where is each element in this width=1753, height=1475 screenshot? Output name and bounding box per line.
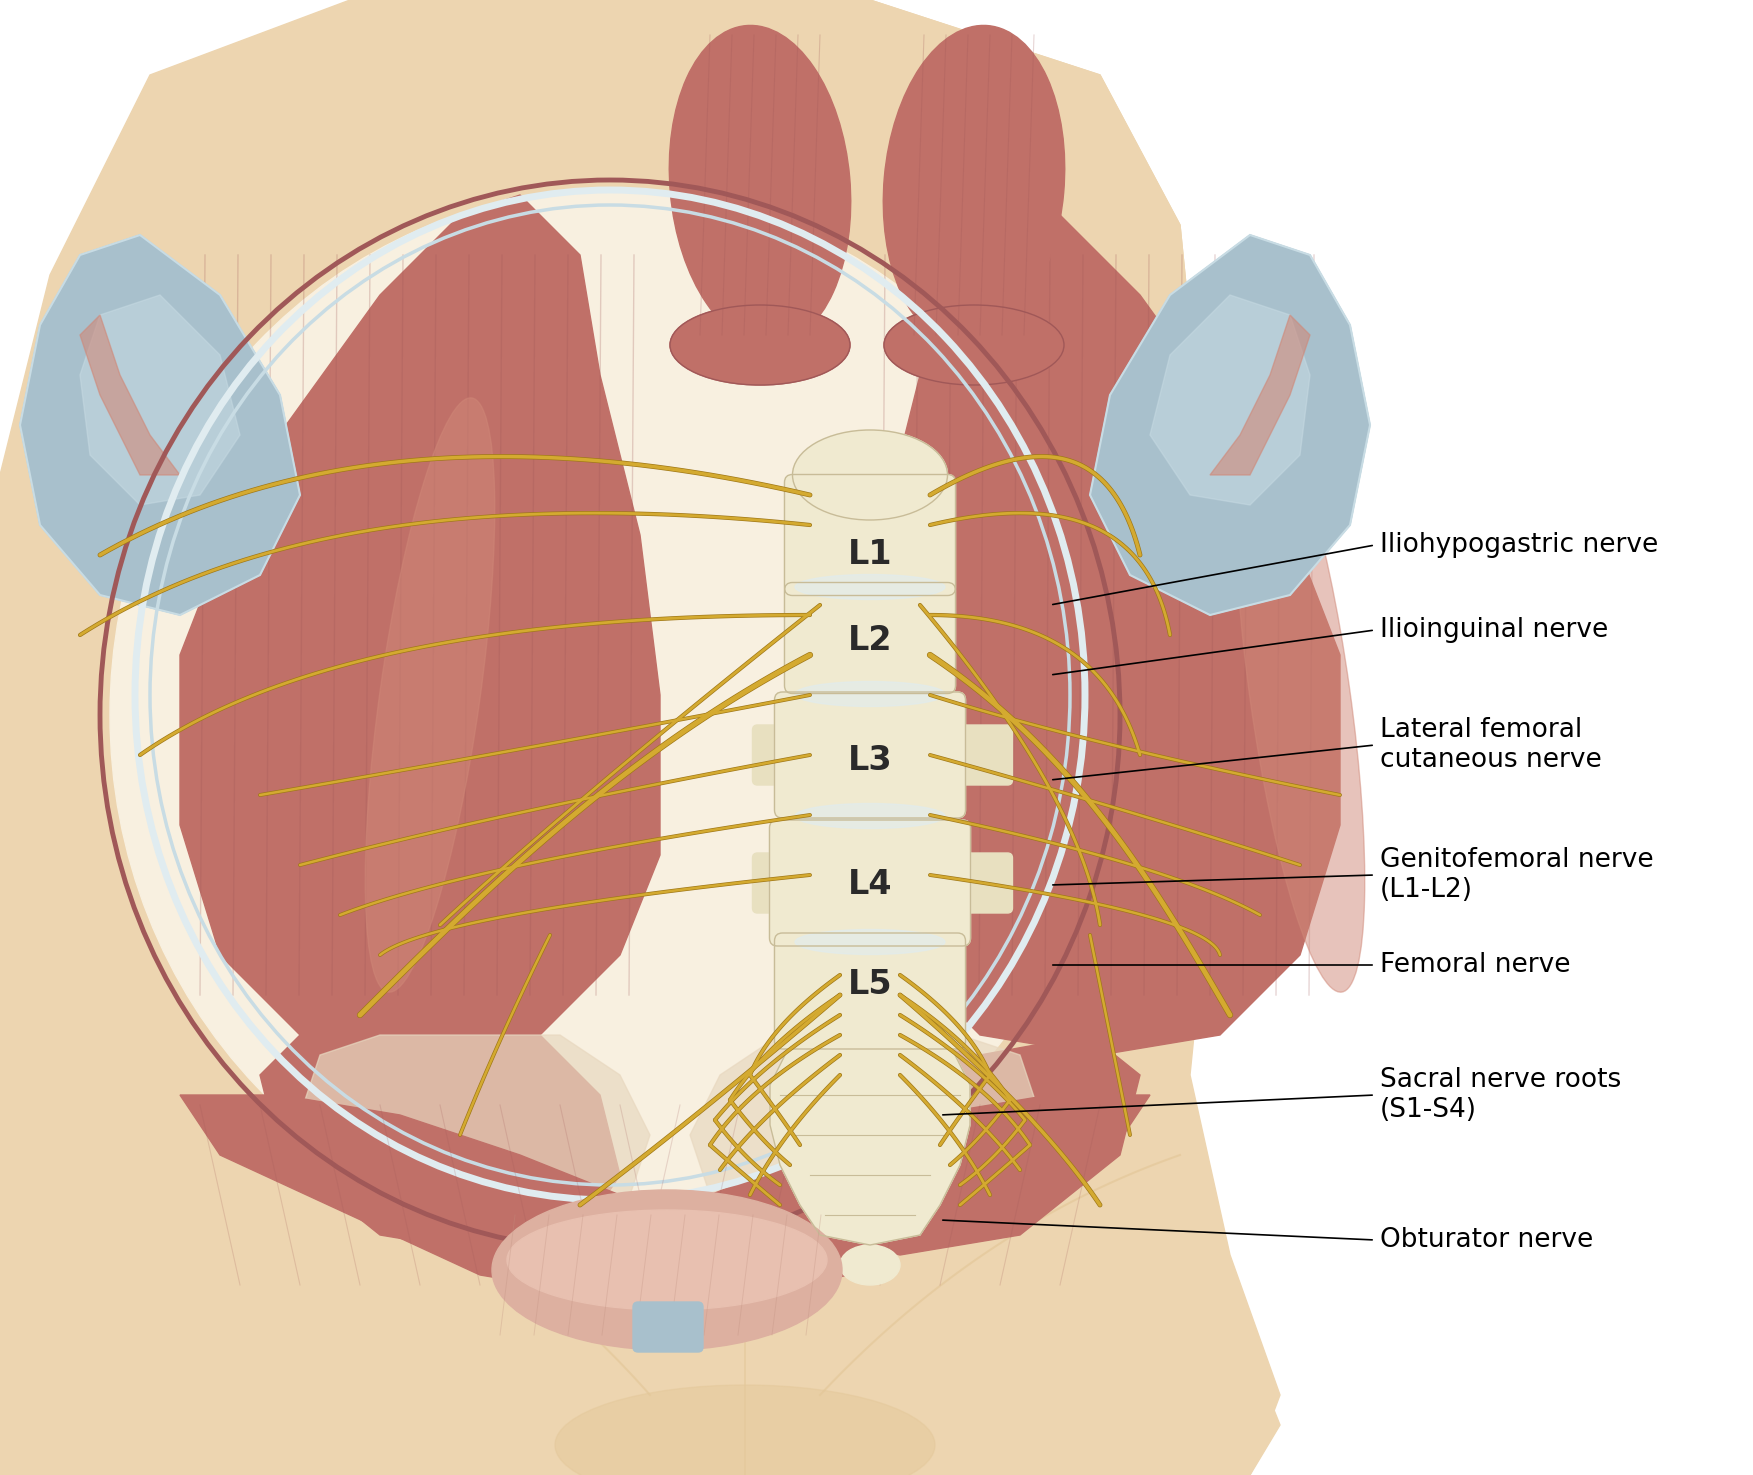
Ellipse shape [884,25,1064,345]
Ellipse shape [785,922,955,962]
Polygon shape [0,0,1280,1475]
Ellipse shape [556,1385,934,1475]
Polygon shape [1210,316,1309,475]
Ellipse shape [670,25,850,345]
FancyBboxPatch shape [770,820,971,945]
Ellipse shape [840,1245,899,1285]
Ellipse shape [785,566,955,608]
Text: Lateral femoral
cutaneous nerve: Lateral femoral cutaneous nerve [1380,717,1602,773]
Polygon shape [691,1035,1040,1235]
Ellipse shape [796,804,945,829]
Text: Genitofemoral nerve
(L1-L2): Genitofemoral nerve (L1-L2) [1380,847,1653,903]
Polygon shape [1150,295,1309,504]
Polygon shape [259,1035,621,1255]
Text: Obturator nerve: Obturator nerve [1380,1227,1593,1252]
Text: L4: L4 [848,869,892,901]
Polygon shape [770,1044,969,1245]
Polygon shape [1090,235,1371,615]
Text: L3: L3 [848,743,892,776]
Ellipse shape [796,929,945,954]
FancyBboxPatch shape [957,726,1013,785]
Ellipse shape [110,190,1110,1240]
Ellipse shape [493,1190,841,1350]
Ellipse shape [507,1210,827,1310]
Polygon shape [869,0,1280,1475]
Text: L2: L2 [848,624,892,656]
FancyBboxPatch shape [785,583,955,693]
Polygon shape [861,195,1339,1055]
Ellipse shape [796,681,945,707]
Polygon shape [181,195,659,1055]
Polygon shape [181,1094,699,1295]
Text: Ilioinguinal nerve: Ilioinguinal nerve [1380,617,1608,643]
Ellipse shape [884,305,1064,385]
Ellipse shape [1236,398,1366,993]
FancyBboxPatch shape [785,475,955,596]
Ellipse shape [796,574,945,599]
Ellipse shape [670,305,850,385]
Text: Femoral nerve: Femoral nerve [1380,951,1571,978]
FancyBboxPatch shape [633,1302,703,1353]
Ellipse shape [365,398,494,993]
Polygon shape [19,235,300,615]
Ellipse shape [785,674,955,714]
FancyBboxPatch shape [752,726,808,785]
FancyBboxPatch shape [752,853,808,913]
Ellipse shape [785,796,955,836]
FancyBboxPatch shape [775,692,966,819]
Polygon shape [780,1035,1139,1255]
Text: Iliohypogastric nerve: Iliohypogastric nerve [1380,532,1658,558]
Polygon shape [629,1094,1150,1295]
FancyBboxPatch shape [775,934,966,1049]
Ellipse shape [792,431,948,521]
Polygon shape [81,295,240,504]
Text: Sacral nerve roots
(S1-S4): Sacral nerve roots (S1-S4) [1380,1066,1622,1122]
Text: L5: L5 [848,969,892,1002]
Polygon shape [300,1035,650,1235]
Polygon shape [81,316,181,475]
FancyBboxPatch shape [957,853,1013,913]
Text: L1: L1 [848,538,892,571]
